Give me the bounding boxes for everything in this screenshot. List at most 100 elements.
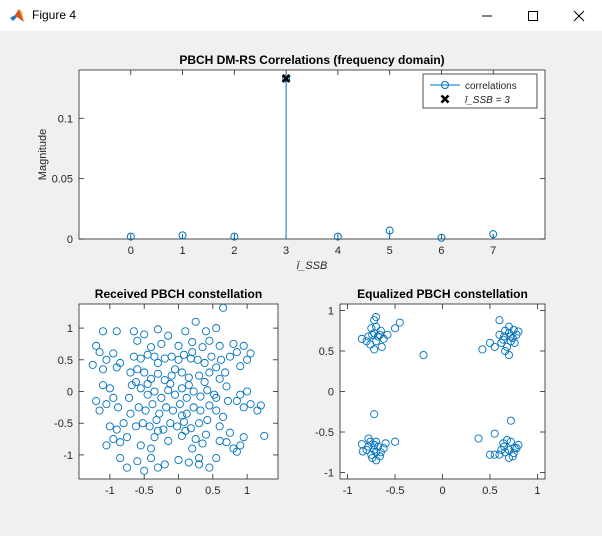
received-constellation-point xyxy=(200,358,209,368)
received-constellation-point xyxy=(150,433,159,442)
received-constellation-point xyxy=(153,426,162,435)
received-constellation-point xyxy=(201,430,210,439)
received-constellation-point xyxy=(109,349,118,358)
received-constellation-point xyxy=(122,433,132,442)
correlation-marker xyxy=(385,226,394,235)
equalized-constellation-point xyxy=(383,330,392,339)
received-constellation-point xyxy=(196,392,205,401)
correlation-marker xyxy=(489,230,498,239)
equalized-constellation-point xyxy=(490,450,499,459)
correlations-chart-xtick-label: 0 xyxy=(128,245,134,257)
correlations-xlabel: ī_SSB xyxy=(297,260,328,272)
matlab-icon xyxy=(9,8,25,24)
received-constellation-point xyxy=(222,382,231,391)
received-constellation-point xyxy=(177,411,186,420)
equalized-constellation-point xyxy=(381,439,390,448)
equalized-constellation-point xyxy=(508,452,517,461)
equalized-constellation-point xyxy=(485,338,495,347)
equalized-constellation-point xyxy=(372,456,381,465)
correlations-chart-xtick-label: 3 xyxy=(283,245,289,257)
equalized-constellation-point xyxy=(506,416,515,425)
received-constellation-point xyxy=(188,348,197,357)
received-constellation-point xyxy=(140,466,149,475)
received-constellation-point xyxy=(148,400,157,409)
received-constellation-point xyxy=(191,435,200,444)
equalized-constellation-xtick-label: -1 xyxy=(343,485,353,497)
received-constellation-point xyxy=(98,327,108,336)
received-constellation-point xyxy=(186,424,195,433)
received-constellation-point xyxy=(160,460,169,469)
received-constellation-point xyxy=(133,365,142,374)
received-constellation-point xyxy=(232,447,241,456)
equalized-constellation-ytick-label: -1 xyxy=(324,468,334,480)
received-constellation-point xyxy=(225,428,235,437)
received-constellation-point xyxy=(167,371,176,380)
window-titlebar: Figure 4 xyxy=(0,0,602,31)
equalized-constellation-point xyxy=(367,324,376,333)
received-constellation-point xyxy=(198,343,207,352)
received-constellation-point xyxy=(215,341,224,350)
figure-canvas: 0 1 2 3 4 5 6 7 0 0.05 0.1 PBCH DM-RS Correlations … xyxy=(1,31,601,531)
correlations-chart-title: PBCH DM-RS Correlations (frequency domai… xyxy=(179,53,444,67)
received-constellation-point xyxy=(219,412,228,421)
received-constellation-point xyxy=(184,381,193,390)
minimize-button[interactable] xyxy=(464,0,510,31)
received-constellation-xtick-label: 0.5 xyxy=(205,485,220,497)
correlations-chart-xtick-label: 5 xyxy=(387,245,393,257)
received-constellation-xtick-label: 1 xyxy=(244,485,250,497)
received-constellation-point xyxy=(179,350,189,359)
received-constellation-point xyxy=(207,352,216,361)
received-constellation-point xyxy=(193,355,202,364)
equalized-constellation-point xyxy=(495,316,504,325)
received-constellation-point xyxy=(182,393,191,402)
equalized-constellation-point xyxy=(357,334,366,343)
received-constellation-point xyxy=(143,379,152,388)
equalized-constellation-point xyxy=(490,342,499,351)
received-constellation-point xyxy=(157,393,166,402)
received-constellation-point xyxy=(109,435,118,444)
equalized-constellation-point xyxy=(395,318,404,327)
received-constellation-point xyxy=(119,419,128,428)
received-constellation-point xyxy=(141,406,150,415)
received-constellation-point xyxy=(122,463,132,472)
correlations-chart-xtick-label: 2 xyxy=(231,245,237,257)
equalized-constellation-ytick-label: -0.5 xyxy=(315,427,334,439)
received-constellation-point xyxy=(212,454,221,463)
equalized-constellation-point xyxy=(376,448,385,457)
equalized-constellation-point xyxy=(485,450,495,459)
received-constellation-ytick-label: -0.5 xyxy=(54,418,73,430)
received-constellation-point xyxy=(246,400,255,409)
correlation-marker xyxy=(333,232,342,241)
received-constellation-point xyxy=(260,431,269,440)
received-constellation-point xyxy=(88,360,97,369)
maximize-button[interactable] xyxy=(510,0,556,31)
received-constellation-point xyxy=(136,384,145,393)
received-constellation-point xyxy=(205,401,214,410)
received-constellation-point xyxy=(236,362,245,371)
equalized-constellation-point xyxy=(510,444,519,453)
equalized-constellation-point xyxy=(490,429,499,438)
correlation-marker xyxy=(282,74,291,83)
received-constellation-point xyxy=(140,368,149,377)
equalized-constellation-point xyxy=(372,322,381,331)
figure-svg: 0 1 2 3 4 5 6 7 0 0.05 0.1 PBCH DM-RS Correlations … xyxy=(37,53,546,497)
received-constellation-point xyxy=(136,441,145,450)
received-constellation-point xyxy=(215,374,224,383)
equalized-constellation-point xyxy=(474,434,483,443)
correlations-chart-ytick-label: 0.1 xyxy=(58,113,73,125)
equalized-constellation-point xyxy=(377,342,386,351)
equalized-constellation-point xyxy=(510,338,519,347)
received-constellation-point xyxy=(171,365,180,374)
received-constellation-point xyxy=(105,384,114,393)
received-constellation-point xyxy=(181,327,190,336)
received-constellation-point xyxy=(216,355,226,364)
received-constellation-point xyxy=(131,422,141,431)
close-button[interactable] xyxy=(556,0,602,31)
received-constellation-point xyxy=(189,387,198,396)
received-constellation-point xyxy=(92,341,101,350)
received-constellation-point xyxy=(205,463,214,472)
received-constellation-point xyxy=(167,352,176,361)
received-constellation-point xyxy=(133,457,142,466)
equalized-constellation-point xyxy=(372,312,381,322)
received-constellation-point xyxy=(203,386,212,395)
